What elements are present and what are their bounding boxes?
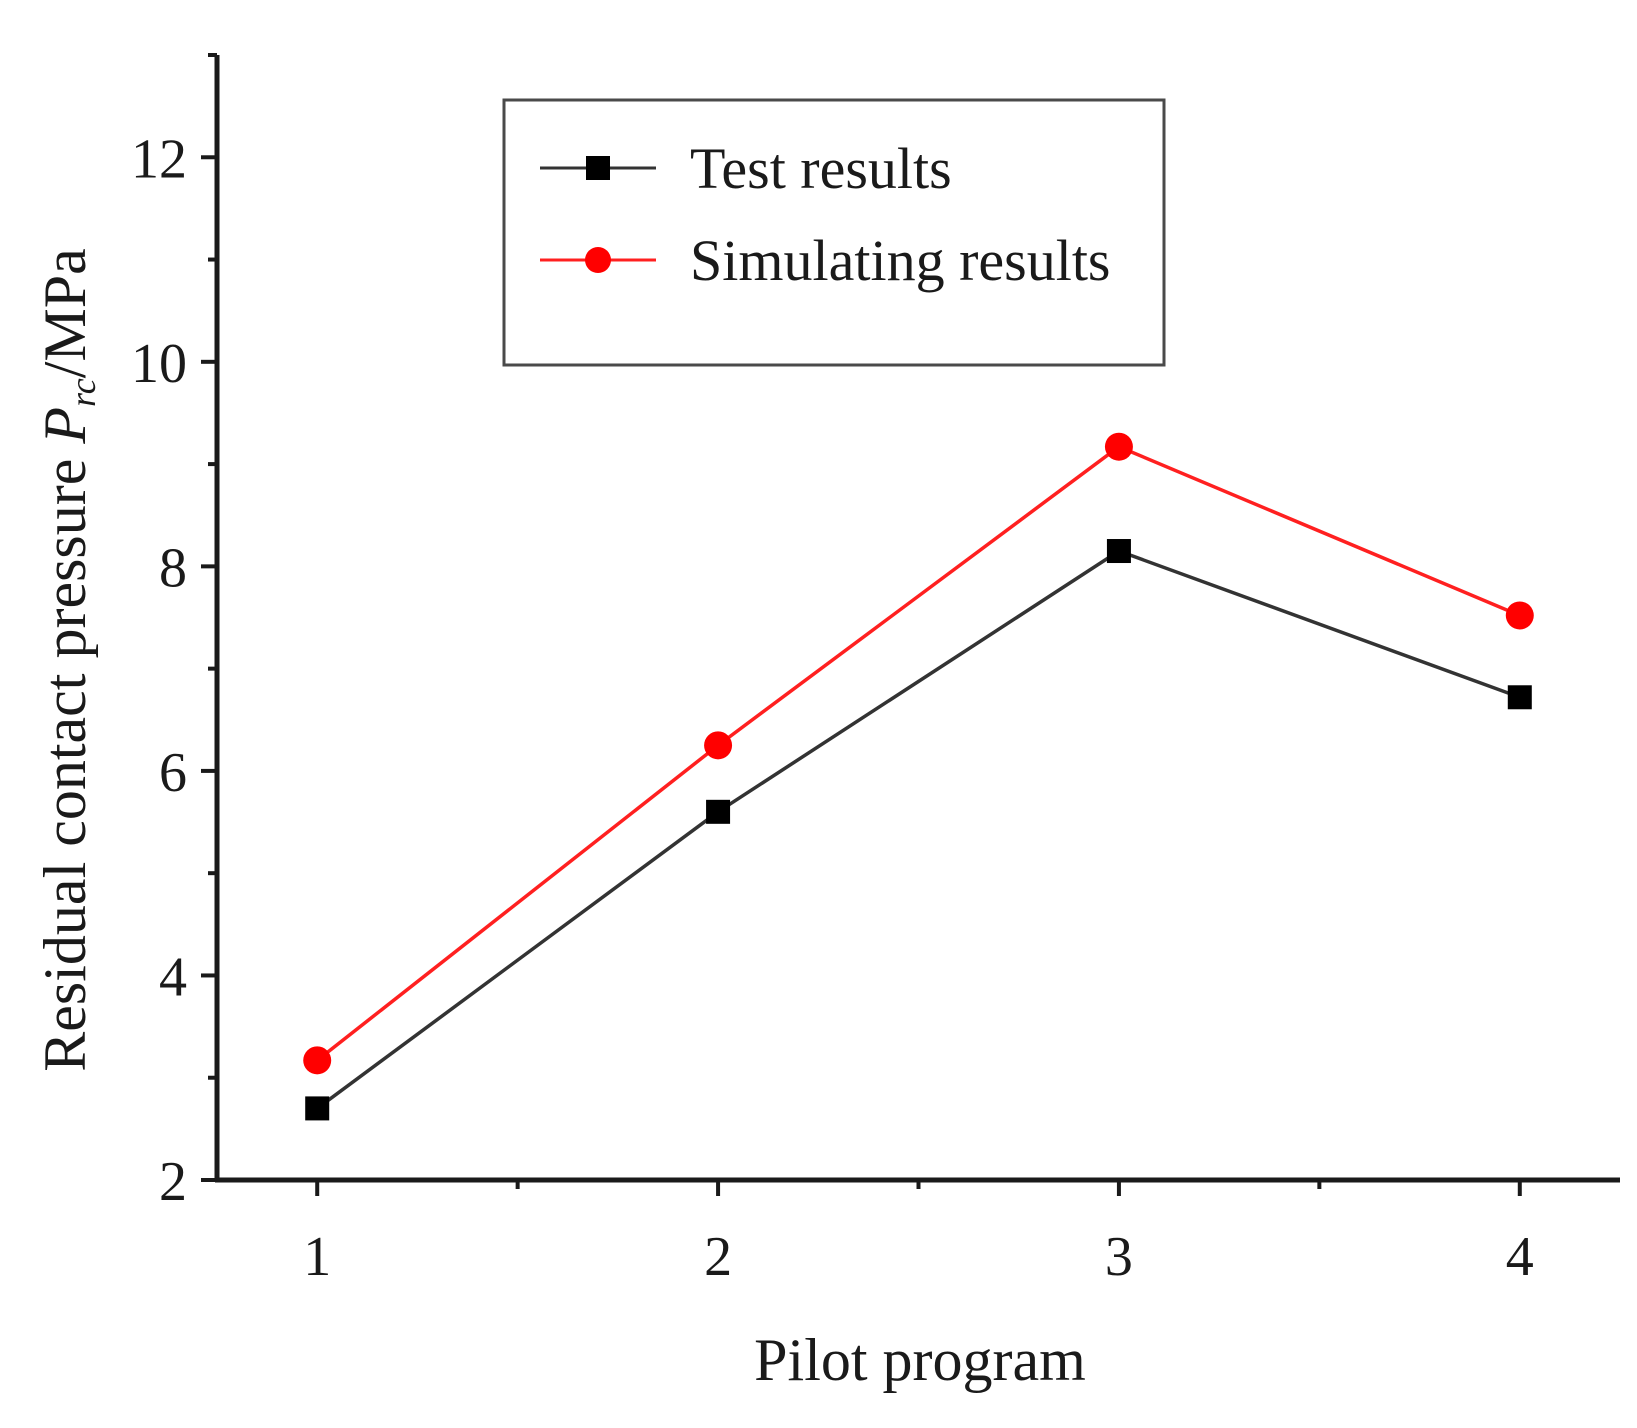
y-axis-title-prefix: Residual contact pressure [32,444,98,1072]
legend-marker-circle [585,247,611,273]
x-tick-label: 2 [704,1226,732,1288]
series-simulating-results [303,432,1534,1075]
legend-entry-simulating: Simulating results [540,228,1111,293]
data-point-simulating-results [704,731,733,760]
y-axis-title-symbol: P [32,407,98,445]
legend-marker-square [586,156,610,180]
data-point-test-results [305,1096,330,1121]
series-test-results [305,539,1532,1121]
y-tick-label: 10 [131,333,187,395]
x-tick-label: 4 [1506,1226,1534,1288]
data-point-test-results [706,799,731,824]
x-tick-label: 1 [303,1226,331,1288]
x-axis-ticks: 1 2 3 4 [303,1180,1534,1288]
legend: Test results Simulating results [502,98,1166,367]
data-point-test-results [1106,539,1131,564]
y-tick-label: 4 [159,946,187,1008]
y-tick-label: 6 [159,742,187,804]
y-axis-title-unit: /MPa [32,248,98,378]
y-axis-title: Residual contact pressure Prc/MPa [32,248,103,1071]
legend-label-simulating: Simulating results [690,228,1111,293]
legend-entry-test: Test results [540,136,952,201]
legend-box [502,98,1166,367]
y-tick-label: 8 [159,537,187,599]
y-tick-label: 12 [131,128,187,190]
x-tick-label: 3 [1105,1226,1133,1288]
data-point-simulating-results [303,1046,332,1075]
series-line-test-results [316,549,1521,1110]
x-axis-title: Pilot program [754,1327,1086,1393]
y-axis-title-subscript: rc [63,378,103,407]
data-point-simulating-results [1104,432,1133,461]
data-point-simulating-results [1505,601,1534,630]
y-tick-label: 2 [159,1151,187,1213]
y-axis-ticks: 2 4 6 8 10 12 [131,53,217,1213]
legend-label-test: Test results [690,136,952,201]
series-line-simulating-results [316,444,1521,1062]
data-point-test-results [1507,685,1532,710]
series-layer [303,432,1534,1121]
